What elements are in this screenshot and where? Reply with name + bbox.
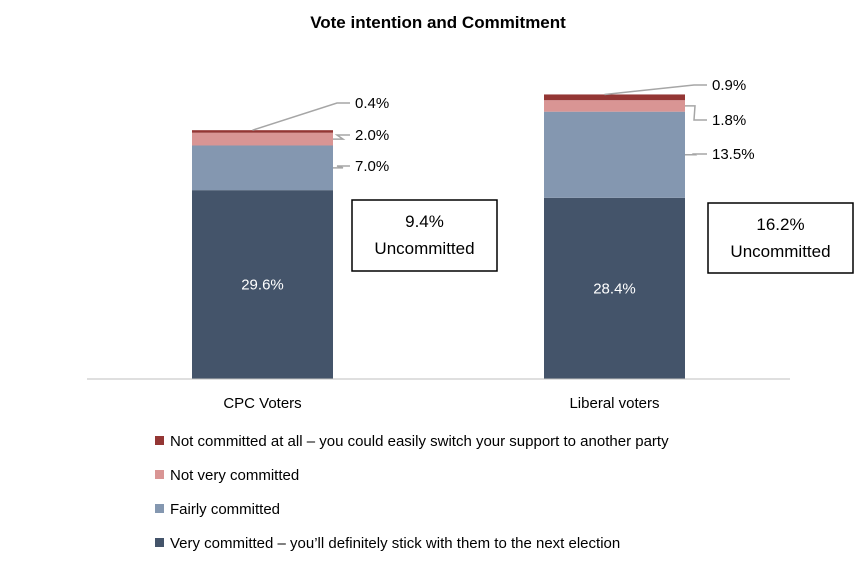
- bar-segment-2-1: [192, 145, 333, 191]
- bar-segment-1-2: [544, 197, 685, 379]
- data-label: 29.6%: [241, 277, 284, 294]
- chart-title: Vote intention and Commitment: [310, 13, 566, 32]
- data-label: 0.9%: [712, 77, 746, 94]
- data-labels: 29.6% 7.0% 2.0% 0.4% 28.4% 13.5% 1.8% 0.9%: [241, 77, 754, 297]
- legend-label: Very committed – you’ll definitely stick…: [170, 535, 620, 552]
- leader-line: [604, 84, 707, 96]
- bar-segment-4-2: [544, 94, 685, 101]
- data-label: 0.4%: [355, 95, 389, 112]
- legend-swatch: [155, 538, 164, 547]
- data-label: 28.4%: [593, 280, 636, 297]
- legend-label: Not committed at all – you could easily …: [170, 433, 669, 450]
- leader-line: [685, 105, 707, 121]
- legend-swatch: [155, 470, 164, 479]
- data-label: 2.0%: [355, 127, 389, 144]
- bar-segment-4-1: [192, 130, 333, 133]
- legend-label: Fairly committed: [170, 501, 280, 518]
- data-label: 7.0%: [355, 158, 389, 175]
- leader-line: [252, 102, 350, 131]
- leader-lines: [252, 84, 707, 169]
- bars: [192, 94, 685, 379]
- leader-line: [333, 165, 350, 169]
- leader-line: [333, 134, 350, 140]
- bar-segment-2-2: [544, 111, 685, 198]
- data-label: 13.5%: [712, 146, 755, 163]
- uncommitted-value: 9.4%: [405, 212, 444, 231]
- leader-line: [685, 153, 707, 156]
- uncommitted-box: [707, 202, 854, 274]
- category-label: CPC Voters: [223, 395, 301, 412]
- category-label: Liberal voters: [569, 395, 659, 412]
- uncommitted-value: 16.2%: [756, 215, 804, 234]
- bar-segment-1-1: [192, 190, 333, 379]
- uncommitted-text: Uncommitted: [730, 242, 830, 261]
- uncommitted-text: Uncommitted: [374, 239, 474, 258]
- legend-label: Not very committed: [170, 467, 299, 484]
- uncommitted-boxes: 9.4% Uncommitted 16.2% Uncommitted: [351, 199, 854, 274]
- data-label: 1.8%: [712, 112, 746, 129]
- category-labels: CPC Voters Liberal voters: [223, 395, 659, 412]
- bar-segment-3-1: [192, 132, 333, 146]
- legend-swatch: [155, 504, 164, 513]
- legend: Not committed at all – you could easily …: [155, 433, 669, 552]
- legend-swatch: [155, 436, 164, 445]
- bar-segment-3-2: [544, 100, 685, 112]
- uncommitted-box: [351, 199, 498, 272]
